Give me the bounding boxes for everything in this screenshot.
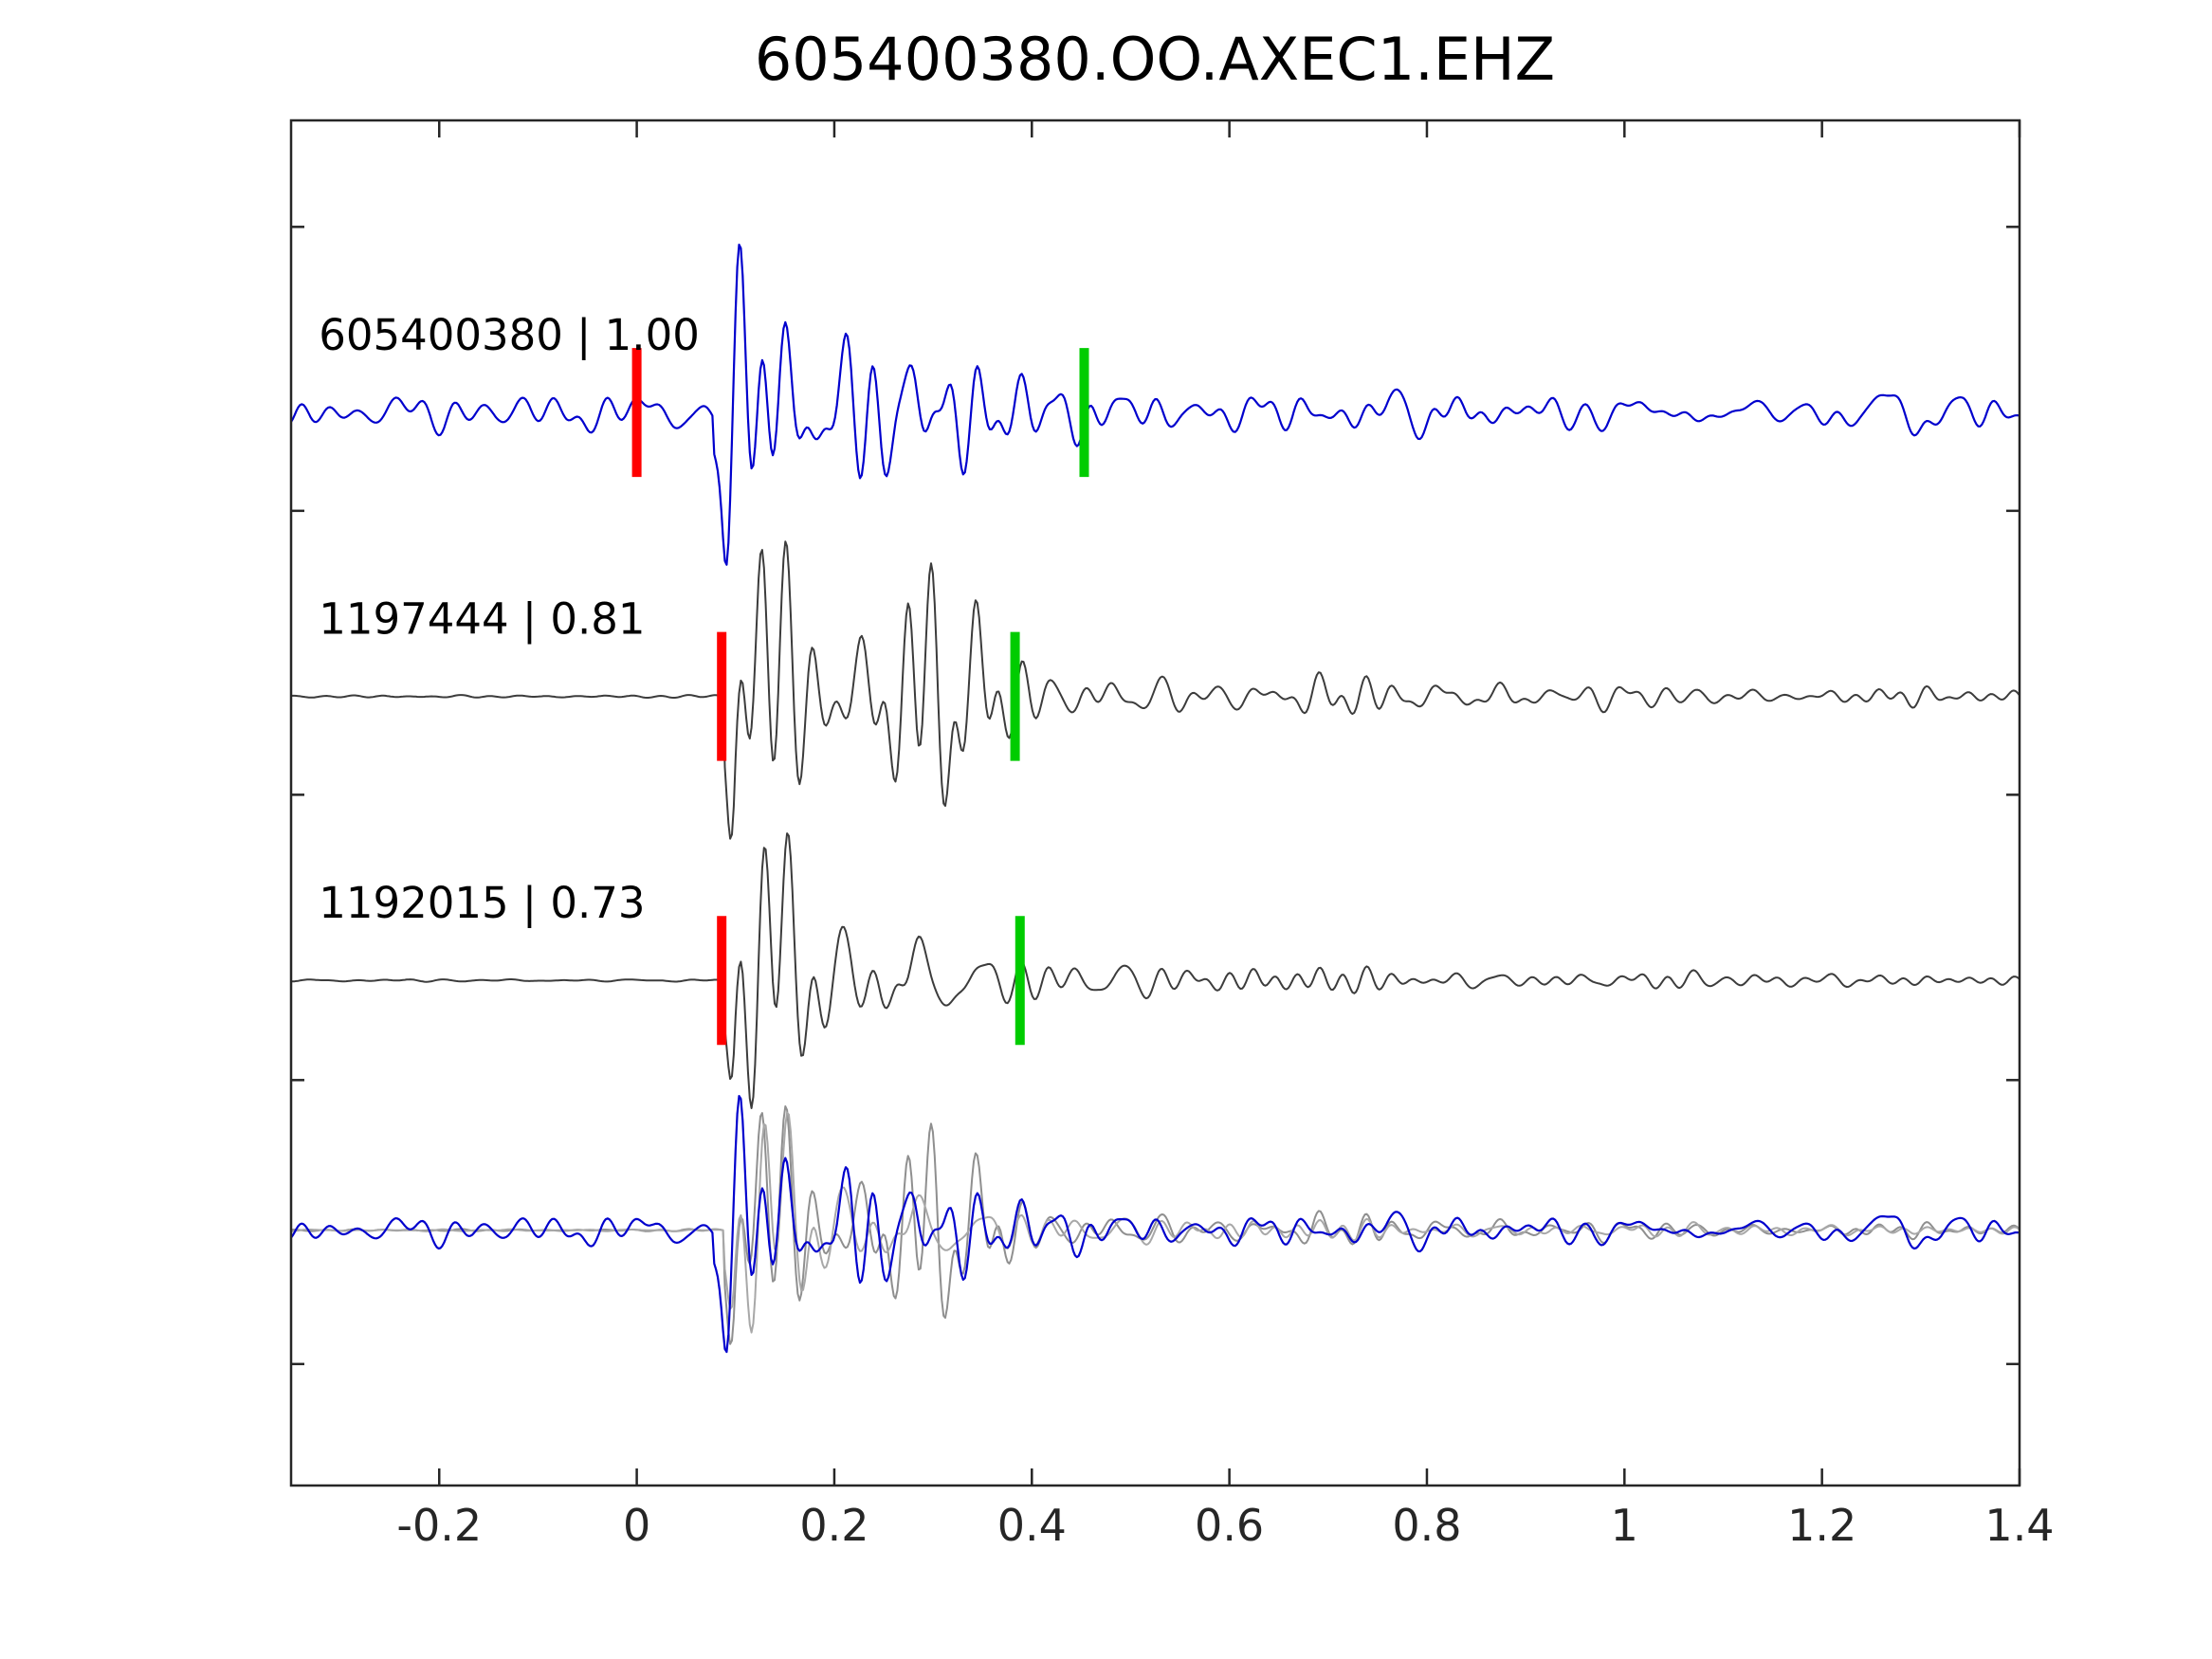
axis-ticks <box>291 120 2021 1486</box>
x-tick-label: 0.4 <box>997 1500 1067 1551</box>
x-tick-label: 1.4 <box>1984 1500 2054 1551</box>
x-tick-labels: -0.2 0 0.2 0.4 0.6 0.8 1 1.2 1.4 <box>396 1500 2054 1551</box>
trace-waveform-2 <box>291 832 2020 1109</box>
trace-label-2: 1192015 | 0.73 <box>319 878 645 928</box>
x-tick-label: 0.6 <box>1195 1500 1264 1551</box>
x-tick-label: 0.8 <box>1392 1500 1461 1551</box>
trace-label-1: 1197444 | 0.81 <box>319 594 645 645</box>
x-tick-label: 0.2 <box>799 1500 868 1551</box>
chart-title: 605400380.OO.AXEC1.EHZ <box>755 25 1555 94</box>
x-tick-label: -0.2 <box>396 1500 482 1551</box>
overlay-waveform-0 <box>291 1094 2020 1354</box>
x-tick-label: 1 <box>1611 1500 1638 1551</box>
trace-label-0: 605400380 | 1.00 <box>319 310 700 360</box>
x-tick-label: 0 <box>623 1500 650 1551</box>
overlay-waveform-1 <box>291 1105 2020 1345</box>
x-tick-label: 1.2 <box>1787 1500 1856 1551</box>
trace-waveform-1 <box>291 540 2020 840</box>
waveform-traces <box>291 244 2020 1354</box>
plot-frame <box>289 118 2021 1487</box>
pick-markers <box>631 348 1089 1046</box>
trace-labels: 605400380 | 1.00 1197444 | 0.81 1192015 | … <box>319 310 700 928</box>
trace-waveform-0 <box>291 244 2020 566</box>
